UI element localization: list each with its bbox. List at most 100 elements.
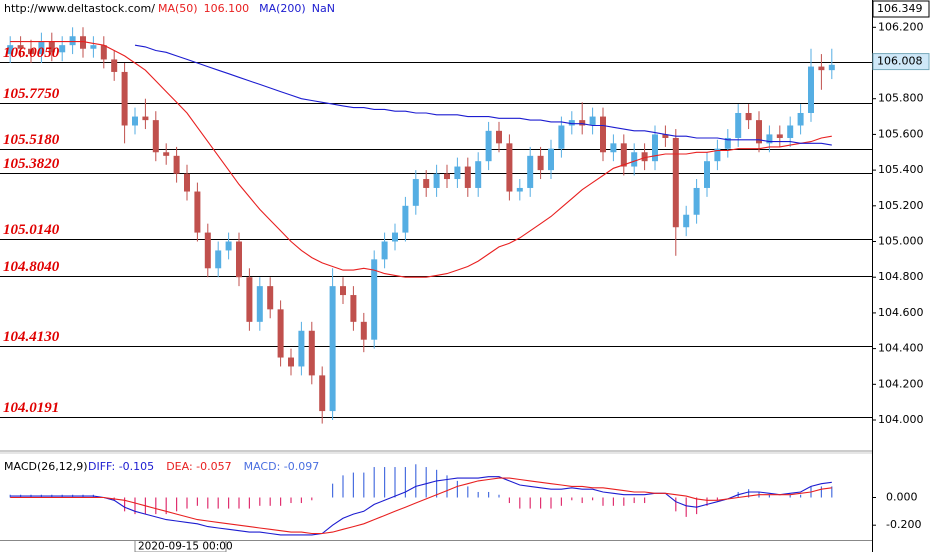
last-price-label: 106.008 (877, 55, 923, 68)
level-label: 104.8040 (3, 259, 60, 275)
axis-max-label: 106.349 (877, 2, 923, 15)
candle-body (423, 179, 430, 188)
level-label: 105.3820 (3, 156, 60, 172)
candle-body (236, 241, 242, 278)
last-price-box (872, 53, 930, 71)
candle-body (527, 155, 534, 188)
candle-body (329, 286, 336, 412)
date-label: 2020-09-15 00:00 (138, 541, 233, 552)
macd-title: MACD(26,12,9) (4, 460, 88, 473)
candle-body (776, 134, 783, 138)
axis-background (872, 0, 930, 552)
y-tick-label: 104.800 (878, 270, 924, 283)
candle-body (350, 295, 357, 322)
level-label: 106.0050 (3, 45, 60, 61)
candle-body (433, 173, 440, 188)
candle-body (828, 64, 835, 71)
candle-body (225, 241, 232, 251)
candle-body (402, 205, 409, 233)
candle-body (184, 173, 190, 192)
candle-body (28, 48, 34, 55)
y-tick-label: 105.200 (878, 199, 924, 212)
macd-label: DEA: -0.057 (166, 460, 231, 473)
macd-label: DIFF: -0.105 (88, 460, 154, 473)
candle-body (516, 187, 523, 192)
plot-layer (0, 27, 872, 536)
candle-body (288, 357, 294, 367)
candle-body (735, 112, 742, 138)
candle-body (319, 375, 326, 412)
candle-body (496, 130, 502, 144)
candle-body (121, 71, 128, 126)
candle-body (818, 66, 825, 71)
candle-body (662, 134, 669, 138)
candle-body (194, 191, 201, 233)
date-box (134, 540, 227, 552)
source-label: http://www.deltastock.com/ (4, 2, 155, 15)
level-label: 105.5180 (3, 132, 60, 148)
y-tick-label: 105.600 (878, 127, 924, 140)
candle-body (797, 112, 804, 126)
y-tick-label: 105.400 (878, 163, 924, 176)
y-tick-label: 104.600 (878, 306, 924, 319)
candle-body (360, 321, 367, 340)
candle-body (537, 155, 544, 171)
candle-body (756, 120, 762, 144)
legend-name: MA(200) (259, 2, 306, 15)
candle-body (142, 116, 149, 121)
candle-body (693, 187, 700, 215)
y-tick-label: 0.000 (886, 491, 918, 504)
candle-body (111, 59, 118, 72)
level-label: 104.4130 (3, 329, 60, 345)
candle-body (308, 330, 315, 376)
candle-body (579, 120, 586, 126)
level-label: 105.7750 (3, 86, 60, 102)
candle-body (163, 152, 170, 156)
candle-body (298, 330, 305, 367)
candle-body (610, 143, 617, 153)
candle-body (808, 66, 814, 113)
candle-body (277, 309, 284, 358)
candle-body (787, 125, 794, 138)
candle-body (100, 45, 107, 60)
level-label: 104.0191 (3, 400, 59, 416)
candle-body (683, 214, 690, 228)
legend-name: MA(50) (158, 2, 198, 15)
level-label: 105.0140 (3, 222, 60, 238)
candle-body (80, 36, 86, 49)
candle-body (444, 173, 450, 180)
candle-body (59, 45, 66, 53)
candle-body (132, 116, 138, 126)
candle-body (672, 137, 679, 228)
candle-body (7, 45, 14, 55)
candle-body (652, 134, 658, 162)
candle-body (48, 41, 55, 53)
candle-body (173, 155, 180, 174)
candle-body (641, 152, 648, 162)
candle-body (340, 286, 346, 296)
candle-body (454, 166, 461, 180)
candle-body (381, 241, 388, 260)
ma-line (10, 41, 832, 278)
candle-body (745, 112, 752, 121)
candle-body (90, 45, 97, 49)
y-tick-label: 104.000 (878, 413, 924, 426)
macd-line (10, 476, 832, 536)
candle-body (589, 116, 596, 126)
candle-body (714, 148, 721, 162)
candle-body (600, 116, 606, 153)
candle-body (766, 134, 773, 144)
candle-body (392, 232, 398, 242)
candle-body (631, 152, 638, 167)
candle-body (246, 277, 253, 322)
legend-value: 106.100 (204, 2, 250, 15)
candle-body (704, 161, 710, 188)
candle-body (475, 161, 482, 188)
candle-body (256, 286, 263, 322)
y-tick-label: 104.200 (878, 377, 924, 390)
candle-body (69, 36, 76, 46)
candle-body (267, 286, 274, 310)
ma-line (134, 44, 832, 146)
